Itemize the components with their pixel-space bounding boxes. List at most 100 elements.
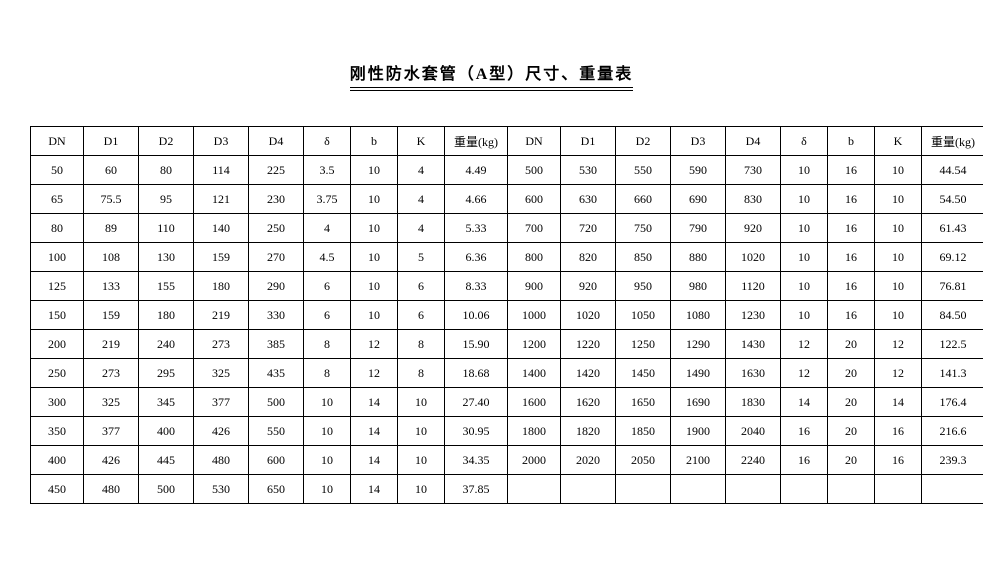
cell: 435	[249, 359, 304, 388]
cell: 200	[31, 330, 84, 359]
cell: 20	[828, 388, 875, 417]
cell: 10	[781, 301, 828, 330]
cell	[781, 475, 828, 504]
cell: 14	[781, 388, 828, 417]
cell: 600	[508, 185, 561, 214]
cell: 10	[875, 272, 922, 301]
cell: 10	[351, 156, 398, 185]
col-header: D3	[671, 127, 726, 156]
cell: 600	[249, 446, 304, 475]
cell: 2020	[561, 446, 616, 475]
cell: 65	[31, 185, 84, 214]
cell	[828, 475, 875, 504]
cell: 630	[561, 185, 616, 214]
cell: 250	[249, 214, 304, 243]
cell: 920	[561, 272, 616, 301]
cell: 4	[398, 214, 445, 243]
cell: 330	[249, 301, 304, 330]
col-header: D4	[249, 127, 304, 156]
cell: 450	[31, 475, 84, 504]
table-row: 12513315518029061068.3390092095098011201…	[31, 272, 983, 301]
cell: 1620	[561, 388, 616, 417]
cell: 8	[398, 359, 445, 388]
cell: 426	[194, 417, 249, 446]
cell: 273	[84, 359, 139, 388]
cell: 4.5	[304, 243, 351, 272]
cell: 920	[726, 214, 781, 243]
cell: 345	[139, 388, 194, 417]
cell: 325	[84, 388, 139, 417]
col-header: K	[398, 127, 445, 156]
cell: 1800	[508, 417, 561, 446]
table-row: 200219240273385812815.901200122012501290…	[31, 330, 983, 359]
cell: 5.33	[445, 214, 508, 243]
table-row: 5060801142253.51044.49500530550590730101…	[31, 156, 983, 185]
cell: 61.43	[922, 214, 983, 243]
table-row: 250273295325435812818.681400142014501490…	[31, 359, 983, 388]
cell: 500	[508, 156, 561, 185]
col-header: b	[351, 127, 398, 156]
cell: 1080	[671, 301, 726, 330]
table-row: 808911014025041045.337007207507909201016…	[31, 214, 983, 243]
cell: 6	[304, 272, 351, 301]
cell: 16	[828, 185, 875, 214]
cell: 122.5	[922, 330, 983, 359]
col-header: δ	[781, 127, 828, 156]
cell: 239.3	[922, 446, 983, 475]
cell: 6.36	[445, 243, 508, 272]
cell: 110	[139, 214, 194, 243]
cell: 10	[351, 301, 398, 330]
cell: 20	[828, 446, 875, 475]
cell: 12	[351, 330, 398, 359]
cell: 44.54	[922, 156, 983, 185]
cell: 3.75	[304, 185, 351, 214]
table-row: 150159180219330610610.061000102010501080…	[31, 301, 983, 330]
cell: 950	[616, 272, 671, 301]
cell: 270	[249, 243, 304, 272]
cell: 14	[351, 417, 398, 446]
col-header: δ	[304, 127, 351, 156]
cell: 1050	[616, 301, 671, 330]
cell: 900	[508, 272, 561, 301]
cell: 54.50	[922, 185, 983, 214]
cell: 10	[875, 156, 922, 185]
cell: 1850	[616, 417, 671, 446]
cell: 660	[616, 185, 671, 214]
header-row: DND1D2D3D4δbK重量(kg)DND1D2D3D4δbK重量(kg)	[31, 127, 983, 156]
cell: 3.5	[304, 156, 351, 185]
cell: 84.50	[922, 301, 983, 330]
cell: 108	[84, 243, 139, 272]
cell: 114	[194, 156, 249, 185]
cell: 27.40	[445, 388, 508, 417]
table-row: 1001081301592704.51056.36800820850880102…	[31, 243, 983, 272]
table-row: 35037740042655010141030.9518001820185019…	[31, 417, 983, 446]
col-header: D4	[726, 127, 781, 156]
cell: 34.35	[445, 446, 508, 475]
cell: 230	[249, 185, 304, 214]
table-row: 40042644548060010141034.3520002020205021…	[31, 446, 983, 475]
cell: 10	[304, 417, 351, 446]
cell: 273	[194, 330, 249, 359]
cell: 133	[84, 272, 139, 301]
cell: 30.95	[445, 417, 508, 446]
cell: 219	[194, 301, 249, 330]
cell: 1650	[616, 388, 671, 417]
cell: 10	[875, 301, 922, 330]
cell: 10	[351, 243, 398, 272]
cell: 10	[398, 475, 445, 504]
cell: 6	[304, 301, 351, 330]
table-row: 6575.5951212303.751044.66600630660690830…	[31, 185, 983, 214]
cell: 800	[508, 243, 561, 272]
cell: 20	[828, 359, 875, 388]
cell: 1820	[561, 417, 616, 446]
cell: 350	[31, 417, 84, 446]
cell	[726, 475, 781, 504]
cell: 10	[781, 214, 828, 243]
cell: 445	[139, 446, 194, 475]
cell: 790	[671, 214, 726, 243]
col-header: D2	[616, 127, 671, 156]
cell: 500	[139, 475, 194, 504]
cell: 12	[875, 330, 922, 359]
cell: 1230	[726, 301, 781, 330]
cell: 176.4	[922, 388, 983, 417]
